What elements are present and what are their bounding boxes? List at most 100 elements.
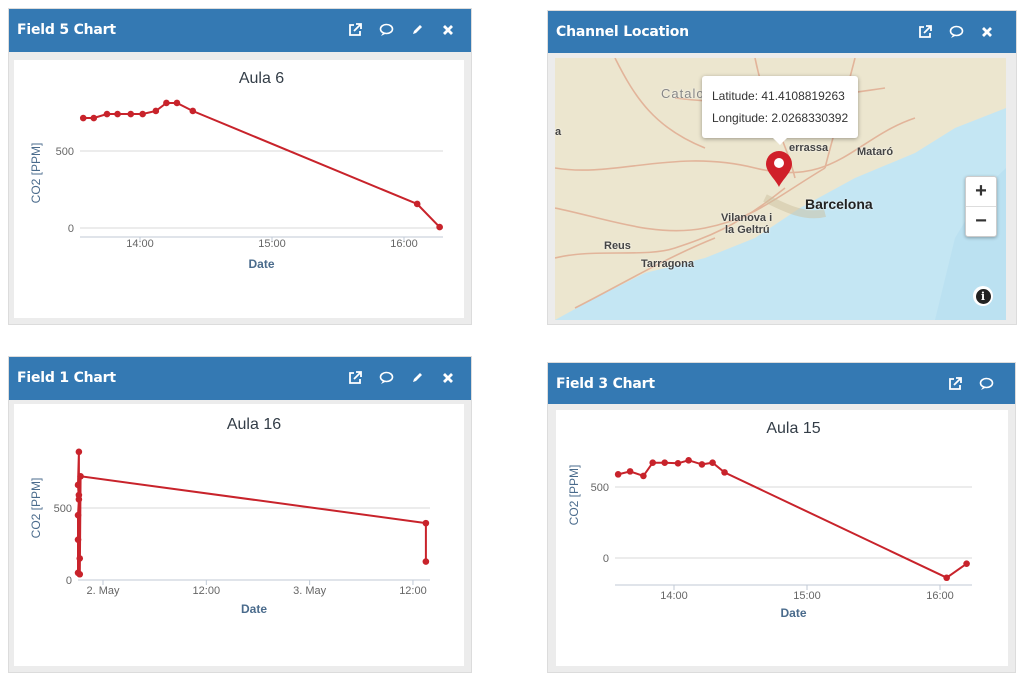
data-point [626,468,634,475]
map-label: a [555,126,562,138]
comment-icon[interactable] [977,375,995,393]
map-view[interactable]: Catalo a errassa Mataró Barcelona Vilano… [555,58,1006,320]
y-axis-label: CO2 [PPM] [567,465,581,526]
chart-title: Aula 6 [239,70,284,87]
y-tick-label: 0 [66,575,72,587]
line-chart: Aula 16 0 500 2. May 12:00 3. May 12:00 Date CO2… [29,416,430,616]
chart-title: Aula 15 [766,420,820,437]
data-point [674,459,682,467]
y-tick-label: 500 [56,146,74,158]
map-label: Vilanova i [721,212,773,224]
data-point [152,107,160,115]
external-link-icon[interactable] [346,21,364,39]
panel-title: Field 3 Chart [556,376,655,392]
data-point [173,99,181,107]
chart-area-field5: Aula 6 0 500 14:00 15:00 16:00 Date CO2 [PPM] [14,60,464,318]
map-label: Reus [604,240,631,252]
x-tick-label: 14:00 [126,238,154,250]
panel-header: Field 3 Chart [548,363,1015,404]
series-line [83,102,441,228]
x-axis-label: Date [780,606,806,620]
map-label: Mataró [857,146,894,158]
x-tick-label: 16:00 [926,590,954,602]
chart-area-field1: Aula 16 0 500 2. May 12:00 3. May 12:00 Date CO2… [14,404,464,666]
info-icon[interactable]: i [973,286,993,306]
data-point [139,110,146,118]
data-point [90,114,98,122]
pencil-icon[interactable] [408,369,426,387]
data-point [721,469,728,476]
series-line [76,451,427,575]
y-axis-label: CO2 [PPM] [29,143,43,204]
close-icon[interactable] [439,21,457,39]
data-point [74,511,82,519]
data-point [76,570,84,578]
data-point [943,574,950,582]
panel-header: Field 5 Chart [9,9,471,52]
y-tick-label: 0 [68,223,74,235]
map-label: la Geltrú [725,224,770,236]
x-tick-label: 15:00 [258,238,286,250]
x-tick-label: 12:00 [399,585,427,597]
zoom-out-button[interactable]: − [966,206,996,236]
x-axis-label: Date [241,602,267,616]
data-point [963,560,970,567]
y-tick-label: 0 [603,553,609,565]
data-point [74,536,82,543]
data-point [640,472,647,480]
latitude-text: Latitude: 41.4108819263 [712,89,845,103]
external-link-icon[interactable] [946,375,964,393]
comment-icon[interactable] [377,369,395,387]
map-label: errassa [789,142,829,154]
data-point [189,107,197,115]
close-icon[interactable] [439,369,457,387]
data-point [75,491,83,499]
map-label: Barcelona [805,196,873,212]
external-link-icon[interactable] [916,23,934,41]
data-point [649,459,657,467]
comment-icon[interactable] [947,23,965,41]
data-point [79,114,87,122]
x-tick-label: 15:00 [793,590,821,602]
data-point [127,110,135,118]
info-glyph: i [975,288,991,304]
data-point [709,459,716,467]
data-point [422,519,430,527]
chart-area-field3: Aula 15 0 500 14:00 15:00 16:00 Date CO2 [PPM] [556,410,1008,666]
panel-title: Field 5 Chart [17,22,116,38]
x-tick-label: 14:00 [660,590,688,602]
x-tick-label: 16:00 [390,238,418,250]
map-label: Catalo [661,86,705,101]
map-label: Tarragona [641,258,694,270]
external-link-icon[interactable] [346,369,364,387]
y-tick-label: 500 [591,482,609,494]
data-point [436,223,443,231]
y-tick-label: 500 [54,503,72,515]
close-icon[interactable] [978,23,996,41]
data-point [103,110,111,118]
line-chart: Aula 15 0 500 14:00 15:00 16:00 Date CO2 [PPM] [567,420,972,620]
data-point [74,481,82,489]
data-point [77,473,84,480]
data-point [413,200,421,208]
panel-title: Channel Location [556,24,689,40]
pencil-icon[interactable] [408,21,426,39]
data-point [163,99,170,107]
data-point [114,110,121,118]
data-point [614,471,622,478]
zoom-in-button[interactable]: + [975,180,987,202]
comment-icon[interactable] [377,21,395,39]
panel-header: Channel Location [548,11,1016,53]
map-pin-icon[interactable] [764,150,794,188]
data-point [698,461,706,468]
panel-title: Field 1 Chart [17,370,116,386]
x-tick-label: 3. May [293,585,327,597]
location-popup: Latitude: 41.4108819263 Longitude: 2.026… [702,76,859,145]
x-axis-label: Date [248,257,274,271]
x-tick-label: 12:00 [193,585,221,597]
data-point [685,457,692,464]
data-point [75,448,83,456]
data-point [661,459,668,467]
chart-title: Aula 16 [227,416,281,433]
data-point [76,555,84,562]
